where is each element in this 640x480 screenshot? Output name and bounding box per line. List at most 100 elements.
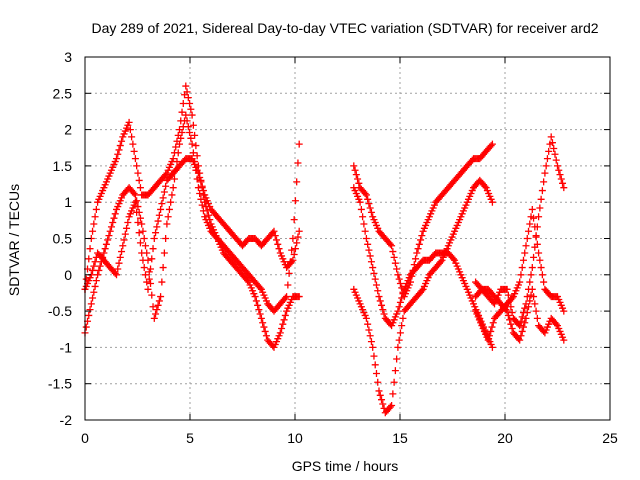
data-point (260, 323, 268, 331)
data-point (256, 284, 264, 292)
data-point (378, 396, 386, 404)
data-point (394, 271, 402, 279)
data-point (89, 227, 97, 235)
data-point (533, 240, 541, 248)
data-point (295, 293, 303, 301)
data-point (541, 169, 549, 177)
data-point (295, 140, 303, 148)
data-point (197, 178, 205, 186)
data-point (281, 294, 289, 302)
data-point (418, 232, 426, 240)
data-point (379, 306, 387, 314)
data-point (372, 370, 380, 378)
data-point (399, 314, 407, 322)
data-point (399, 290, 407, 298)
data-point (288, 258, 296, 266)
data-point (119, 242, 127, 250)
data-point (176, 140, 183, 148)
data-point (537, 264, 545, 272)
data-point (124, 219, 132, 227)
data-point (154, 217, 162, 225)
data-point (488, 198, 496, 206)
data-point (257, 314, 265, 322)
data-point (389, 390, 397, 398)
data-point (131, 155, 139, 163)
data-point (196, 174, 204, 182)
data-point (189, 149, 197, 157)
data-point (90, 288, 98, 296)
data-point (196, 189, 204, 197)
data-point (101, 245, 109, 253)
data-point (518, 327, 526, 335)
data-point (123, 224, 131, 232)
data-point (149, 245, 157, 253)
data-point (133, 208, 141, 216)
data-point (182, 111, 190, 119)
data-point (293, 239, 301, 247)
x-tick-label: 0 (81, 430, 89, 446)
data-point (396, 280, 404, 288)
data-point (508, 294, 516, 302)
data-point (525, 303, 533, 311)
data-point (365, 200, 373, 208)
data-point (273, 236, 281, 244)
data-point (390, 378, 398, 386)
data-point (177, 134, 185, 142)
data-point (526, 220, 534, 228)
data-point (204, 211, 212, 219)
data-point (184, 123, 192, 131)
data-point (532, 232, 540, 240)
data-point (131, 198, 139, 206)
data-point (418, 287, 426, 295)
data-point (147, 265, 155, 273)
series-arc6 (350, 184, 496, 351)
data-point (528, 264, 536, 272)
data-point (191, 131, 199, 139)
x-tick-label: 15 (392, 430, 408, 446)
data-point (100, 249, 108, 257)
data-point (367, 338, 375, 346)
data-point (548, 139, 556, 147)
data-point (116, 142, 124, 150)
data-point (148, 291, 156, 299)
data-point (115, 146, 123, 154)
data-point (92, 205, 100, 213)
data-point (194, 184, 202, 192)
data-point (133, 197, 141, 205)
data-point (396, 298, 404, 306)
data-point (550, 144, 558, 152)
data-point (398, 294, 406, 302)
data-point (90, 262, 98, 270)
data-point (530, 253, 538, 261)
data-point (488, 323, 496, 331)
x-tick-label: 20 (497, 430, 513, 446)
data-point (128, 133, 136, 141)
data-point (528, 285, 536, 293)
data-point (158, 278, 166, 286)
data-point (251, 293, 259, 301)
data-point (106, 227, 114, 235)
data-point (115, 259, 123, 267)
data-point (140, 264, 148, 272)
data-point (291, 197, 299, 205)
data-point (147, 280, 155, 288)
data-point (259, 319, 267, 327)
data-point (533, 314, 541, 322)
data-point (518, 264, 526, 272)
data-point (488, 140, 496, 148)
data-point (356, 198, 364, 206)
data-point (449, 255, 457, 263)
data-point (152, 229, 160, 237)
data-point (517, 332, 525, 340)
series-arc5 (350, 176, 496, 417)
data-point (107, 223, 115, 231)
data-point (149, 303, 157, 311)
data-point (508, 309, 516, 317)
data-point (560, 184, 568, 192)
data-point (413, 249, 421, 257)
data-point (182, 82, 190, 90)
data-point (110, 214, 118, 222)
data-point (89, 266, 97, 274)
data-point (168, 191, 176, 199)
data-point (111, 210, 119, 218)
